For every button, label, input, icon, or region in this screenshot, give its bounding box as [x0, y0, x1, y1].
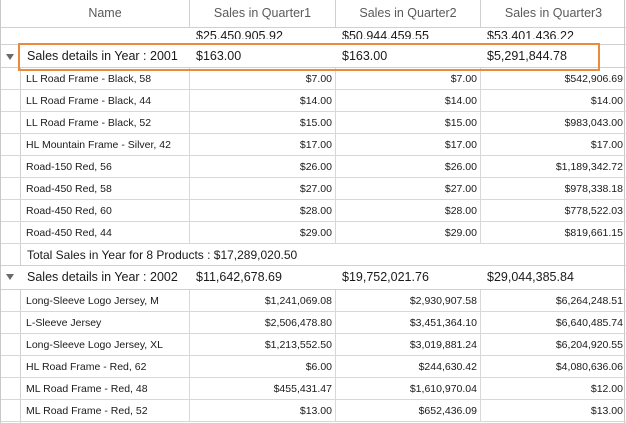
summary-q1: $25,450,905.92	[196, 29, 283, 39]
column-header-q3[interactable]: Sales in Quarter3	[504, 6, 603, 20]
table-row[interactable]: Long-Sleeve Logo Jersey, M $1,241,069.08…	[1, 290, 626, 312]
cell-q3: $4,080,636.06	[555, 361, 623, 373]
table-row[interactable]: HL Road Frame - Red, 62 $6.00 $244,630.4…	[1, 356, 626, 378]
cell-name: HL Mountain Frame - Silver, 42	[21, 134, 190, 155]
cell-name: L-Sleeve Jersey	[21, 312, 190, 333]
cell-q2: $17.00	[336, 134, 481, 155]
cell-q1: $1,213,552.50	[190, 334, 336, 355]
cell-name: LL Road Frame - Black, 44	[21, 90, 190, 111]
group-total-row: Total Sales in Year for 8 Products : $17…	[1, 244, 626, 266]
group-caption: Sales details in Year : 2001	[27, 49, 178, 63]
table-row[interactable]: Road-450 Red, 44 $29.00 $29.00 $819,661.…	[1, 222, 626, 244]
cell-q2: $3,451,364.10	[336, 312, 481, 333]
cell-q3: $6,204,920.55	[555, 339, 623, 351]
table-row[interactable]: L-Sleeve Jersey $2,506,478.80 $3,451,364…	[1, 312, 626, 334]
cell-q2: $244,630.42	[336, 356, 481, 377]
group-summary-q3: $29,044,385.84	[487, 270, 574, 284]
cell-name: LL Road Frame - Black, 58	[21, 68, 190, 89]
collapse-group-icon[interactable]	[6, 54, 14, 60]
summary-q2: $50,944,459.55	[342, 29, 429, 39]
cell-name: Road-450 Red, 44	[21, 222, 190, 243]
cell-q3: $983,043.00	[564, 117, 623, 129]
column-header-row: Name Sales in Quarter1 Sales in Quarter2…	[1, 0, 626, 28]
cell-q2: $14.00	[336, 90, 481, 111]
table-row[interactable]: Road-150 Red, 56 $26.00 $26.00 $1,189,34…	[1, 156, 626, 178]
group-caption: Sales details in Year : 2002	[27, 270, 178, 284]
cell-q2: $652,436.09	[336, 400, 481, 421]
cell-q2: $15.00	[336, 112, 481, 133]
cell-q1: $14.00	[190, 90, 336, 111]
cell-q2: $28.00	[336, 200, 481, 221]
table-row[interactable]: HL Mountain Frame - Silver, 42 $17.00 $1…	[1, 134, 626, 156]
group-total-text: Total Sales in Year for 8 Products : $17…	[27, 248, 298, 262]
cell-q1: $455,431.47	[190, 378, 336, 399]
group-summary-q1: $11,642,678.69	[196, 270, 282, 284]
cell-q2: $29.00	[336, 222, 481, 243]
group-indent	[1, 244, 21, 266]
cell-q2: $27.00	[336, 178, 481, 199]
cell-q3: $13.00	[590, 405, 623, 417]
cell-q3: $14.00	[590, 95, 623, 107]
cell-name: ML Road Frame - Red, 52	[21, 400, 190, 421]
cell-name: HL Road Frame - Red, 62	[21, 356, 190, 377]
cell-name: Road-150 Red, 56	[21, 156, 190, 177]
cell-q1: $1,241,069.08	[190, 290, 336, 311]
cell-q1: $2,506,478.80	[190, 312, 336, 333]
cell-q3: $6,640,485.74	[555, 317, 623, 329]
cell-q3: $778,522.03	[564, 205, 623, 217]
group-indent	[1, 68, 21, 244]
cell-q3: $819,661.15	[564, 227, 623, 239]
collapse-group-icon[interactable]	[6, 274, 14, 280]
cell-q3: $1,189,342.72	[555, 161, 623, 173]
group-summary-q1: $163.00	[196, 49, 242, 63]
table-row[interactable]: LL Road Frame - Black, 58 $7.00 $7.00 $5…	[1, 68, 626, 90]
group-summary-q2: $163.00	[342, 49, 388, 63]
cell-q1: $17.00	[190, 134, 336, 155]
group-summary-q2: $19,752,021.76	[342, 270, 429, 284]
table-row[interactable]: Road-450 Red, 60 $28.00 $28.00 $778,522.…	[1, 200, 626, 222]
table-row[interactable]: Long-Sleeve Logo Jersey, XL $1,213,552.5…	[1, 334, 626, 356]
column-header-q1[interactable]: Sales in Quarter1	[190, 0, 336, 27]
cell-q1: $29.00	[190, 222, 336, 243]
cell-q3: $6,264,248.51	[555, 295, 623, 307]
table-row[interactable]: ML Road Frame - Red, 48 $455,431.47 $1,6…	[1, 378, 626, 400]
table-row[interactable]: ML Road Frame - Red, 52 $13.00 $652,436.…	[1, 400, 626, 422]
group-caption-row[interactable]: Sales details in Year : 2001 $163.00 $16…	[1, 44, 626, 68]
group-summary-q3: $5,291,844.78	[487, 49, 567, 63]
cell-q1: $28.00	[190, 200, 336, 221]
cell-q2: $3,019,881.24	[336, 334, 481, 355]
group-indent	[1, 290, 21, 423]
cell-q2: $1,610,970.04	[336, 378, 481, 399]
cell-q1: $26.00	[190, 156, 336, 177]
cell-q3: $12.00	[590, 383, 623, 395]
cell-q1: $27.00	[190, 178, 336, 199]
cell-q1: $15.00	[190, 112, 336, 133]
cell-q1: $6.00	[190, 356, 336, 377]
table-summary-row: $25,450,905.92 $50,944,459.55 $53,401,43…	[1, 28, 626, 41]
table-row[interactable]: LL Road Frame - Black, 52 $15.00 $15.00 …	[1, 112, 626, 134]
cell-q1: $13.00	[190, 400, 336, 421]
cell-q2: $26.00	[336, 156, 481, 177]
cell-name: Long-Sleeve Logo Jersey, XL	[21, 334, 190, 355]
summary-q3: $53,401,436.22	[487, 29, 574, 39]
cell-q3: $978,338.18	[564, 183, 623, 195]
column-header-q2[interactable]: Sales in Quarter2	[336, 0, 481, 27]
cell-name: Road-450 Red, 60	[21, 200, 190, 221]
group-caption-row[interactable]: Sales details in Year : 2002 $11,642,678…	[1, 266, 626, 290]
cell-q3: $542,906.69	[564, 73, 623, 85]
cell-q2: $2,930,907.58	[336, 290, 481, 311]
table-row[interactable]: LL Road Frame - Black, 44 $14.00 $14.00 …	[1, 90, 626, 112]
cell-name: Road-450 Red, 58	[21, 178, 190, 199]
cell-name: Long-Sleeve Logo Jersey, M	[21, 290, 190, 311]
column-header-name[interactable]: Name	[21, 0, 190, 27]
cell-name: ML Road Frame - Red, 48	[21, 378, 190, 399]
cell-q2: $7.00	[336, 68, 481, 89]
cell-q1: $7.00	[190, 68, 336, 89]
cell-name: LL Road Frame - Black, 52	[21, 112, 190, 133]
table-row[interactable]: Road-450 Red, 58 $27.00 $27.00 $978,338.…	[1, 178, 626, 200]
cell-q3: $17.00	[590, 139, 623, 151]
